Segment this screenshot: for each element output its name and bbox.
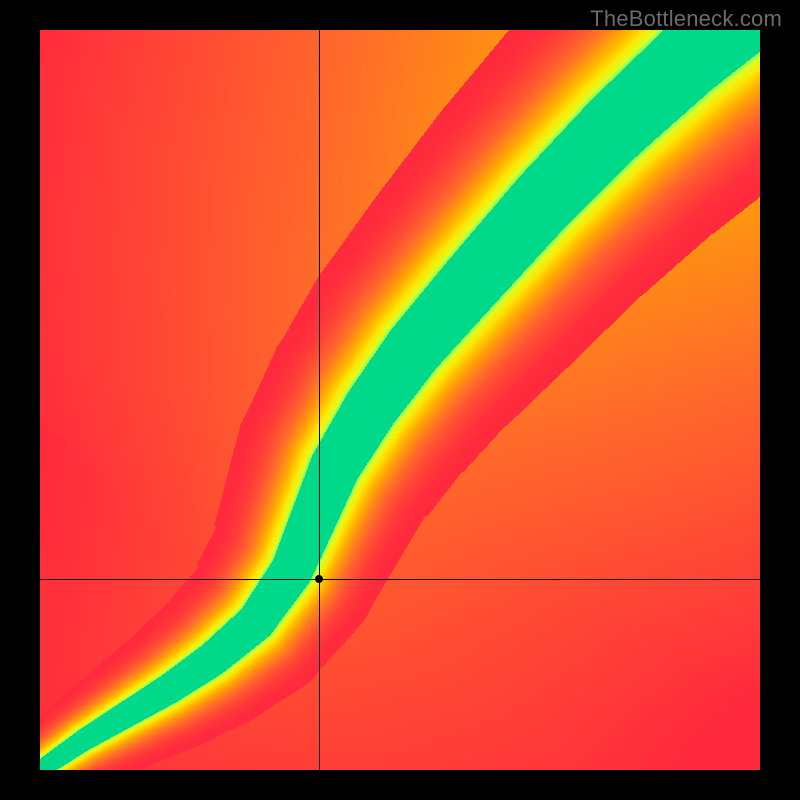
watermark-text: TheBottleneck.com: [590, 6, 782, 32]
marker-dot: [315, 575, 323, 583]
crosshair-vertical: [319, 30, 320, 770]
heatmap-canvas: [40, 30, 760, 770]
crosshair-horizontal: [40, 579, 760, 580]
heatmap-plot: [40, 30, 760, 770]
